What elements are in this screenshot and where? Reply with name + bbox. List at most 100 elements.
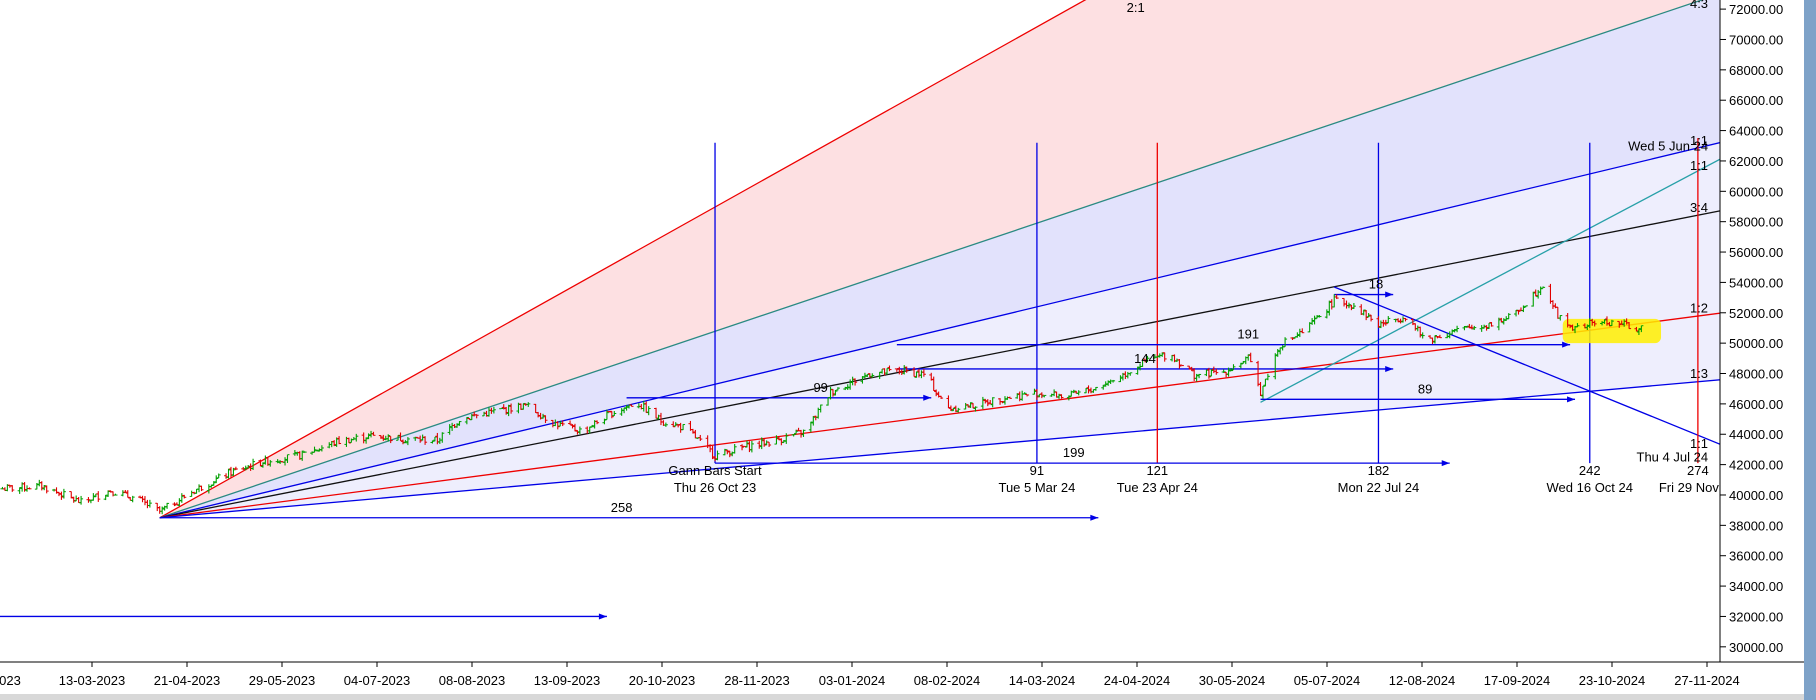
count-arrow-head-2 <box>1441 460 1450 467</box>
price-bar <box>469 413 474 421</box>
price-bar <box>147 499 152 508</box>
price-bar <box>1346 302 1351 309</box>
price-bar <box>251 458 256 470</box>
price-bar <box>354 433 359 442</box>
price-bar <box>673 422 678 427</box>
cycle-label-0-1: Thu 26 Oct 23 <box>674 480 756 495</box>
price-bar <box>1541 286 1546 289</box>
price-bar <box>983 398 988 404</box>
price-bar <box>1197 373 1202 379</box>
price-bar <box>1231 364 1236 371</box>
price-bar <box>555 421 560 430</box>
price-bar <box>1022 392 1027 395</box>
price-bar <box>541 413 546 419</box>
price-bar <box>1300 328 1305 334</box>
price-bar <box>830 389 835 397</box>
price-bar <box>968 402 973 408</box>
count-label-258: 258 <box>611 500 633 515</box>
y-tick-label: 60000.00 <box>1729 184 1783 199</box>
fan-label-2-1: 2:1 <box>1127 0 1145 15</box>
price-bar <box>1071 389 1076 394</box>
price-bar <box>216 473 221 479</box>
price-bar <box>423 436 428 445</box>
price-bar <box>314 449 319 452</box>
price-bar <box>956 407 961 413</box>
price-bar <box>1383 319 1388 326</box>
price-bar <box>1226 367 1231 377</box>
price-bar <box>1479 325 1484 332</box>
price-bar <box>1007 396 1012 399</box>
price-bar <box>1450 329 1455 335</box>
price-bar <box>1315 315 1320 319</box>
price-bar <box>1189 366 1194 372</box>
price-bar <box>931 376 936 392</box>
price-bar <box>1101 384 1106 390</box>
price-bar <box>1260 385 1265 399</box>
price-bar <box>1162 352 1167 362</box>
fan-line-4-3 <box>159 0 1704 519</box>
price-bar <box>1324 309 1329 319</box>
price-bar <box>835 387 840 391</box>
price-bar <box>228 466 233 478</box>
price-bar <box>1317 315 1322 318</box>
price-bar <box>1575 323 1580 328</box>
price-bar <box>1334 294 1339 300</box>
y-tick-label: 62000.00 <box>1729 154 1783 169</box>
price-bar <box>654 407 659 419</box>
price-bar <box>939 395 944 399</box>
cycle-label-0-0: Gann Bars Start <box>668 463 762 478</box>
price-bar <box>405 437 410 446</box>
price-bar <box>912 367 917 377</box>
price-bar <box>740 444 745 451</box>
price-bar <box>948 405 953 411</box>
price-bar <box>1039 392 1044 399</box>
price-bar <box>346 437 351 444</box>
price-bar <box>42 485 47 491</box>
price-bar <box>757 440 762 449</box>
price-bar <box>91 493 96 501</box>
price-bar <box>275 459 280 464</box>
cycle-label-2-1: Tue 23 Apr 24 <box>1117 480 1198 495</box>
price-bar <box>570 424 575 429</box>
price-bar <box>1238 362 1243 369</box>
count-label-191: 191 <box>1237 327 1259 342</box>
count-arrow-head-0 <box>598 613 607 620</box>
price-bar <box>233 466 238 471</box>
price-bar <box>713 456 718 462</box>
price-bar <box>1501 318 1506 325</box>
y-tick-label: 72000.00 <box>1729 2 1783 17</box>
price-bar <box>867 373 872 378</box>
y-tick-label: 68000.00 <box>1729 63 1783 78</box>
price-bar <box>722 448 727 456</box>
count-label-89: 89 <box>1418 381 1432 396</box>
price-bar <box>1376 316 1381 328</box>
price-bar <box>1155 356 1160 358</box>
price-bar <box>285 454 290 463</box>
price-bar <box>784 433 789 444</box>
x-tick-label: 03-01-2024 <box>819 673 886 688</box>
price-bar <box>725 449 730 455</box>
price-bar <box>1214 368 1219 375</box>
price-bar <box>319 445 324 452</box>
price-bar <box>1042 394 1047 398</box>
price-bar <box>17 487 22 494</box>
price-bar <box>366 433 371 440</box>
price-bar <box>767 441 772 447</box>
price-bar <box>1482 324 1487 329</box>
count-arrow-head-5 <box>1562 341 1571 348</box>
price-bar <box>1327 300 1332 316</box>
price-bar <box>715 450 720 461</box>
price-bar <box>516 402 521 414</box>
count-label-99: 99 <box>813 380 827 395</box>
price-bar <box>1386 316 1391 324</box>
price-bar <box>440 432 445 443</box>
x-tick-label: 30-05-2024 <box>1199 673 1266 688</box>
price-bar <box>1145 355 1150 363</box>
price-bar <box>870 373 875 378</box>
price-bar <box>44 485 49 494</box>
price-bar <box>1487 322 1492 330</box>
price-bar <box>953 405 958 413</box>
right-label-3: Thu 4 Jul 24 <box>1637 450 1709 465</box>
